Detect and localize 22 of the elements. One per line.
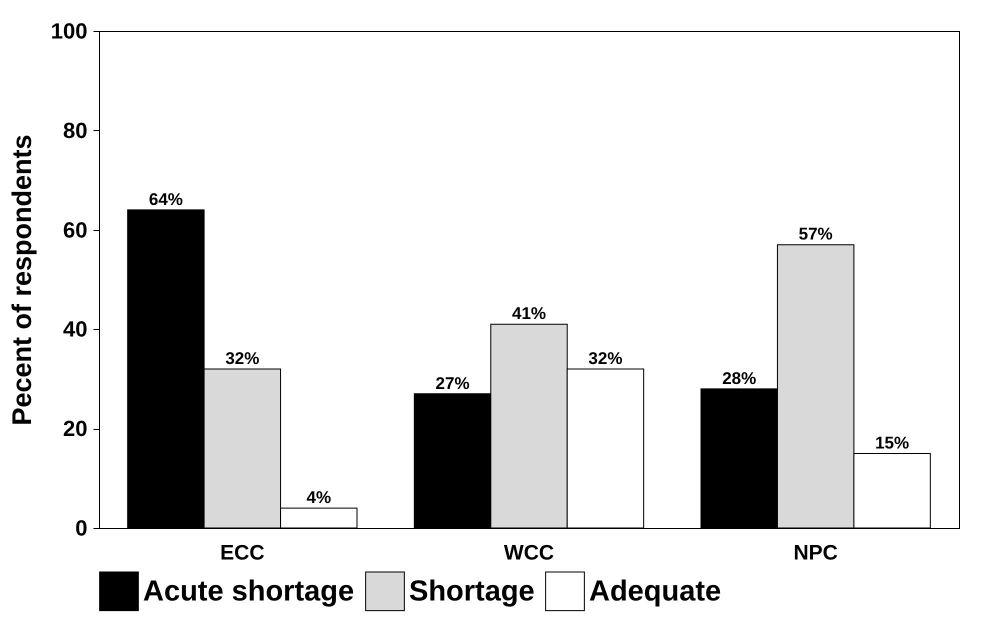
data-label: 32% <box>588 348 622 368</box>
data-label: 4% <box>306 488 332 508</box>
y-tick-label: 0 <box>75 516 88 540</box>
y-tick-label: 40 <box>63 316 88 342</box>
data-label: 32% <box>225 348 260 368</box>
x-tick-label: NPC <box>793 542 838 564</box>
data-label: 28% <box>722 368 756 388</box>
x-tick-label: WCC <box>504 542 554 564</box>
y-tick-label: 20 <box>63 416 88 442</box>
legend-label: Acute shortage <box>143 575 354 608</box>
y-tick-label: 60 <box>63 217 88 242</box>
legend-label: Shortage <box>409 575 535 608</box>
y-tick-label: 80 <box>63 118 88 143</box>
y-tick-label: 100 <box>50 18 88 44</box>
data-label: 41% <box>512 304 546 324</box>
y-axis-title: Pecent of respondents <box>6 134 37 426</box>
data-label: 27% <box>436 374 470 393</box>
x-tick-label: ECC <box>220 542 265 564</box>
data-label: 64% <box>148 190 183 209</box>
data-label: 15% <box>875 433 910 452</box>
legend-label: Adequate <box>589 575 722 608</box>
data-label: 57% <box>798 224 833 244</box>
